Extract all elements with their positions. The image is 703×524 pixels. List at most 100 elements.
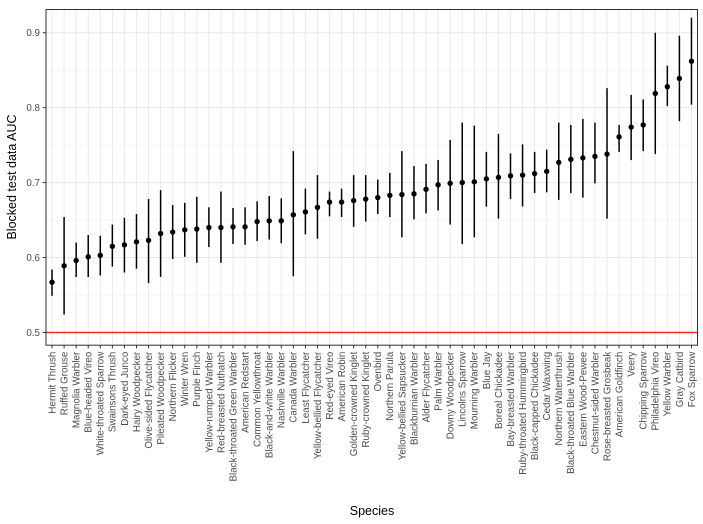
data-point bbox=[278, 218, 284, 224]
x-tick-label: White-throated Sparrow bbox=[96, 351, 107, 455]
x-tick-label: Fox Sparrow bbox=[687, 351, 698, 407]
x-tick-label: Canada Warbler bbox=[289, 351, 300, 423]
data-point bbox=[266, 218, 272, 224]
y-tick-label: 0.8 bbox=[26, 103, 40, 114]
x-tick-label: Pileated Woodpecker bbox=[156, 351, 167, 445]
x-tick-label: Palm Warbler bbox=[434, 351, 445, 411]
data-point bbox=[290, 212, 297, 218]
data-point bbox=[423, 186, 429, 193]
x-tick-label: Rose-breasted Grosbeak bbox=[602, 352, 613, 462]
data-point bbox=[387, 192, 393, 199]
data-point bbox=[182, 227, 188, 233]
data-point bbox=[435, 182, 441, 188]
data-point bbox=[206, 224, 212, 231]
data-point bbox=[616, 134, 622, 140]
x-tick-label: Philadelphia Vireo bbox=[651, 351, 662, 430]
x-tick-label: Yellow Warbler bbox=[663, 351, 674, 416]
x-tick-label: Hairy Woodpecker bbox=[132, 351, 143, 432]
data-point bbox=[543, 168, 550, 175]
x-tick-label: Gray Catbird bbox=[675, 352, 686, 408]
data-point bbox=[157, 230, 164, 237]
x-tick-label: Blue-headed Vireo bbox=[84, 351, 95, 433]
data-point bbox=[85, 254, 91, 260]
x-tick-label: Hermit Thrush bbox=[47, 352, 58, 414]
x-tick-label: American Robin bbox=[337, 352, 348, 422]
data-point bbox=[230, 224, 236, 230]
y-tick-label: 0.7 bbox=[26, 178, 40, 189]
data-point bbox=[121, 242, 128, 248]
data-point bbox=[580, 155, 586, 161]
panel-background bbox=[46, 9, 698, 346]
data-point bbox=[411, 191, 417, 197]
panel-border bbox=[45, 9, 698, 346]
data-point bbox=[483, 176, 490, 182]
x-tick-label: Cedar Waxwing bbox=[542, 352, 553, 421]
x-tick-label: Downy Woodpecker bbox=[446, 351, 457, 439]
data-point bbox=[350, 197, 357, 204]
data-point bbox=[640, 122, 646, 128]
x-tick-label: Veery bbox=[627, 352, 638, 377]
x-tick-label: Chipping Sparrow bbox=[639, 351, 650, 430]
x-tick-label: Dark-eyed Junco bbox=[120, 351, 131, 426]
x-tick-label: Olive-sided Flycatcher bbox=[144, 351, 155, 449]
x-tick-label: Northern Parula bbox=[385, 351, 396, 421]
x-tick-label: Purple Finch bbox=[192, 352, 203, 407]
data-point bbox=[471, 179, 478, 185]
x-tick-label: Swainsons Thrush bbox=[108, 352, 119, 432]
x-tick-label: American Redstart bbox=[240, 351, 251, 432]
x-tick-label: Black-capped Chickadee bbox=[530, 351, 541, 460]
x-tick-label: Mourning Warbler bbox=[470, 351, 481, 429]
data-point bbox=[495, 174, 502, 181]
x-tick-label: Ruby-crowned Kinglet bbox=[361, 351, 372, 447]
data-point bbox=[218, 224, 224, 231]
x-tick-label: Nashville Warbler bbox=[277, 351, 288, 428]
data-point bbox=[314, 204, 321, 211]
data-point bbox=[375, 194, 381, 201]
x-tick-label: Black-throated Green Warbler bbox=[228, 351, 239, 482]
x-tick-label: Common Yellowthroat bbox=[253, 351, 264, 447]
data-point bbox=[556, 159, 562, 166]
data-point bbox=[664, 83, 671, 90]
x-tick-label: Bay-breasted Warbler bbox=[506, 351, 517, 447]
x-axis-title: Species bbox=[349, 504, 395, 518]
y-axis-title: Blocked test data AUC bbox=[5, 114, 19, 240]
data-point bbox=[49, 279, 55, 285]
data-point bbox=[254, 218, 260, 225]
data-point bbox=[604, 151, 610, 157]
x-tick-label: Black-and-white Warbler bbox=[265, 351, 276, 458]
x-tick-label: Chestnut-sided Warbler bbox=[590, 351, 601, 454]
x-tick-label: Ovenbird bbox=[373, 352, 384, 392]
x-tick-label: Golden-crowned Kinglet bbox=[349, 351, 360, 456]
data-point bbox=[363, 196, 369, 202]
x-tick-label: Ruby-throated Hummingbird bbox=[518, 352, 529, 475]
data-point bbox=[73, 257, 79, 264]
data-point bbox=[145, 237, 152, 243]
x-tick-label: Ruffed Grouse bbox=[59, 351, 70, 415]
x-tick-label: Alder Flycatcher bbox=[421, 351, 432, 423]
x-tick-label: Least Flycatcher bbox=[301, 351, 312, 424]
data-point bbox=[676, 75, 683, 82]
y-tick-label: 0.9 bbox=[26, 28, 40, 39]
data-point bbox=[652, 90, 658, 97]
data-point bbox=[628, 124, 634, 130]
data-point bbox=[519, 172, 526, 178]
x-tick-label: Black-throated Blue Warbler bbox=[566, 351, 577, 474]
x-tick-label: Winter Wren bbox=[180, 352, 191, 406]
x-tick-label: Red-eyed Vireo bbox=[325, 351, 336, 419]
x-tick-label: Eastern Wood-Pewee bbox=[578, 351, 589, 447]
x-tick-label: Yellow-bellied Flycatcher bbox=[313, 351, 324, 459]
data-point bbox=[97, 252, 103, 258]
data-point bbox=[338, 199, 345, 205]
x-tick-label: Blue Jay bbox=[482, 352, 493, 390]
data-point bbox=[109, 243, 116, 249]
x-tick-label: American Goldfinch bbox=[614, 352, 625, 438]
x-tick-label: Red-breasted Nuthatch bbox=[216, 352, 227, 453]
data-point bbox=[326, 199, 333, 205]
data-point bbox=[459, 179, 465, 186]
data-point bbox=[531, 170, 538, 177]
x-tick-label: Blackburnian Warbler bbox=[409, 351, 420, 445]
x-tick-label: Yellow-rumped Warbler bbox=[204, 351, 215, 453]
y-tick-label: 0.5 bbox=[26, 328, 40, 339]
